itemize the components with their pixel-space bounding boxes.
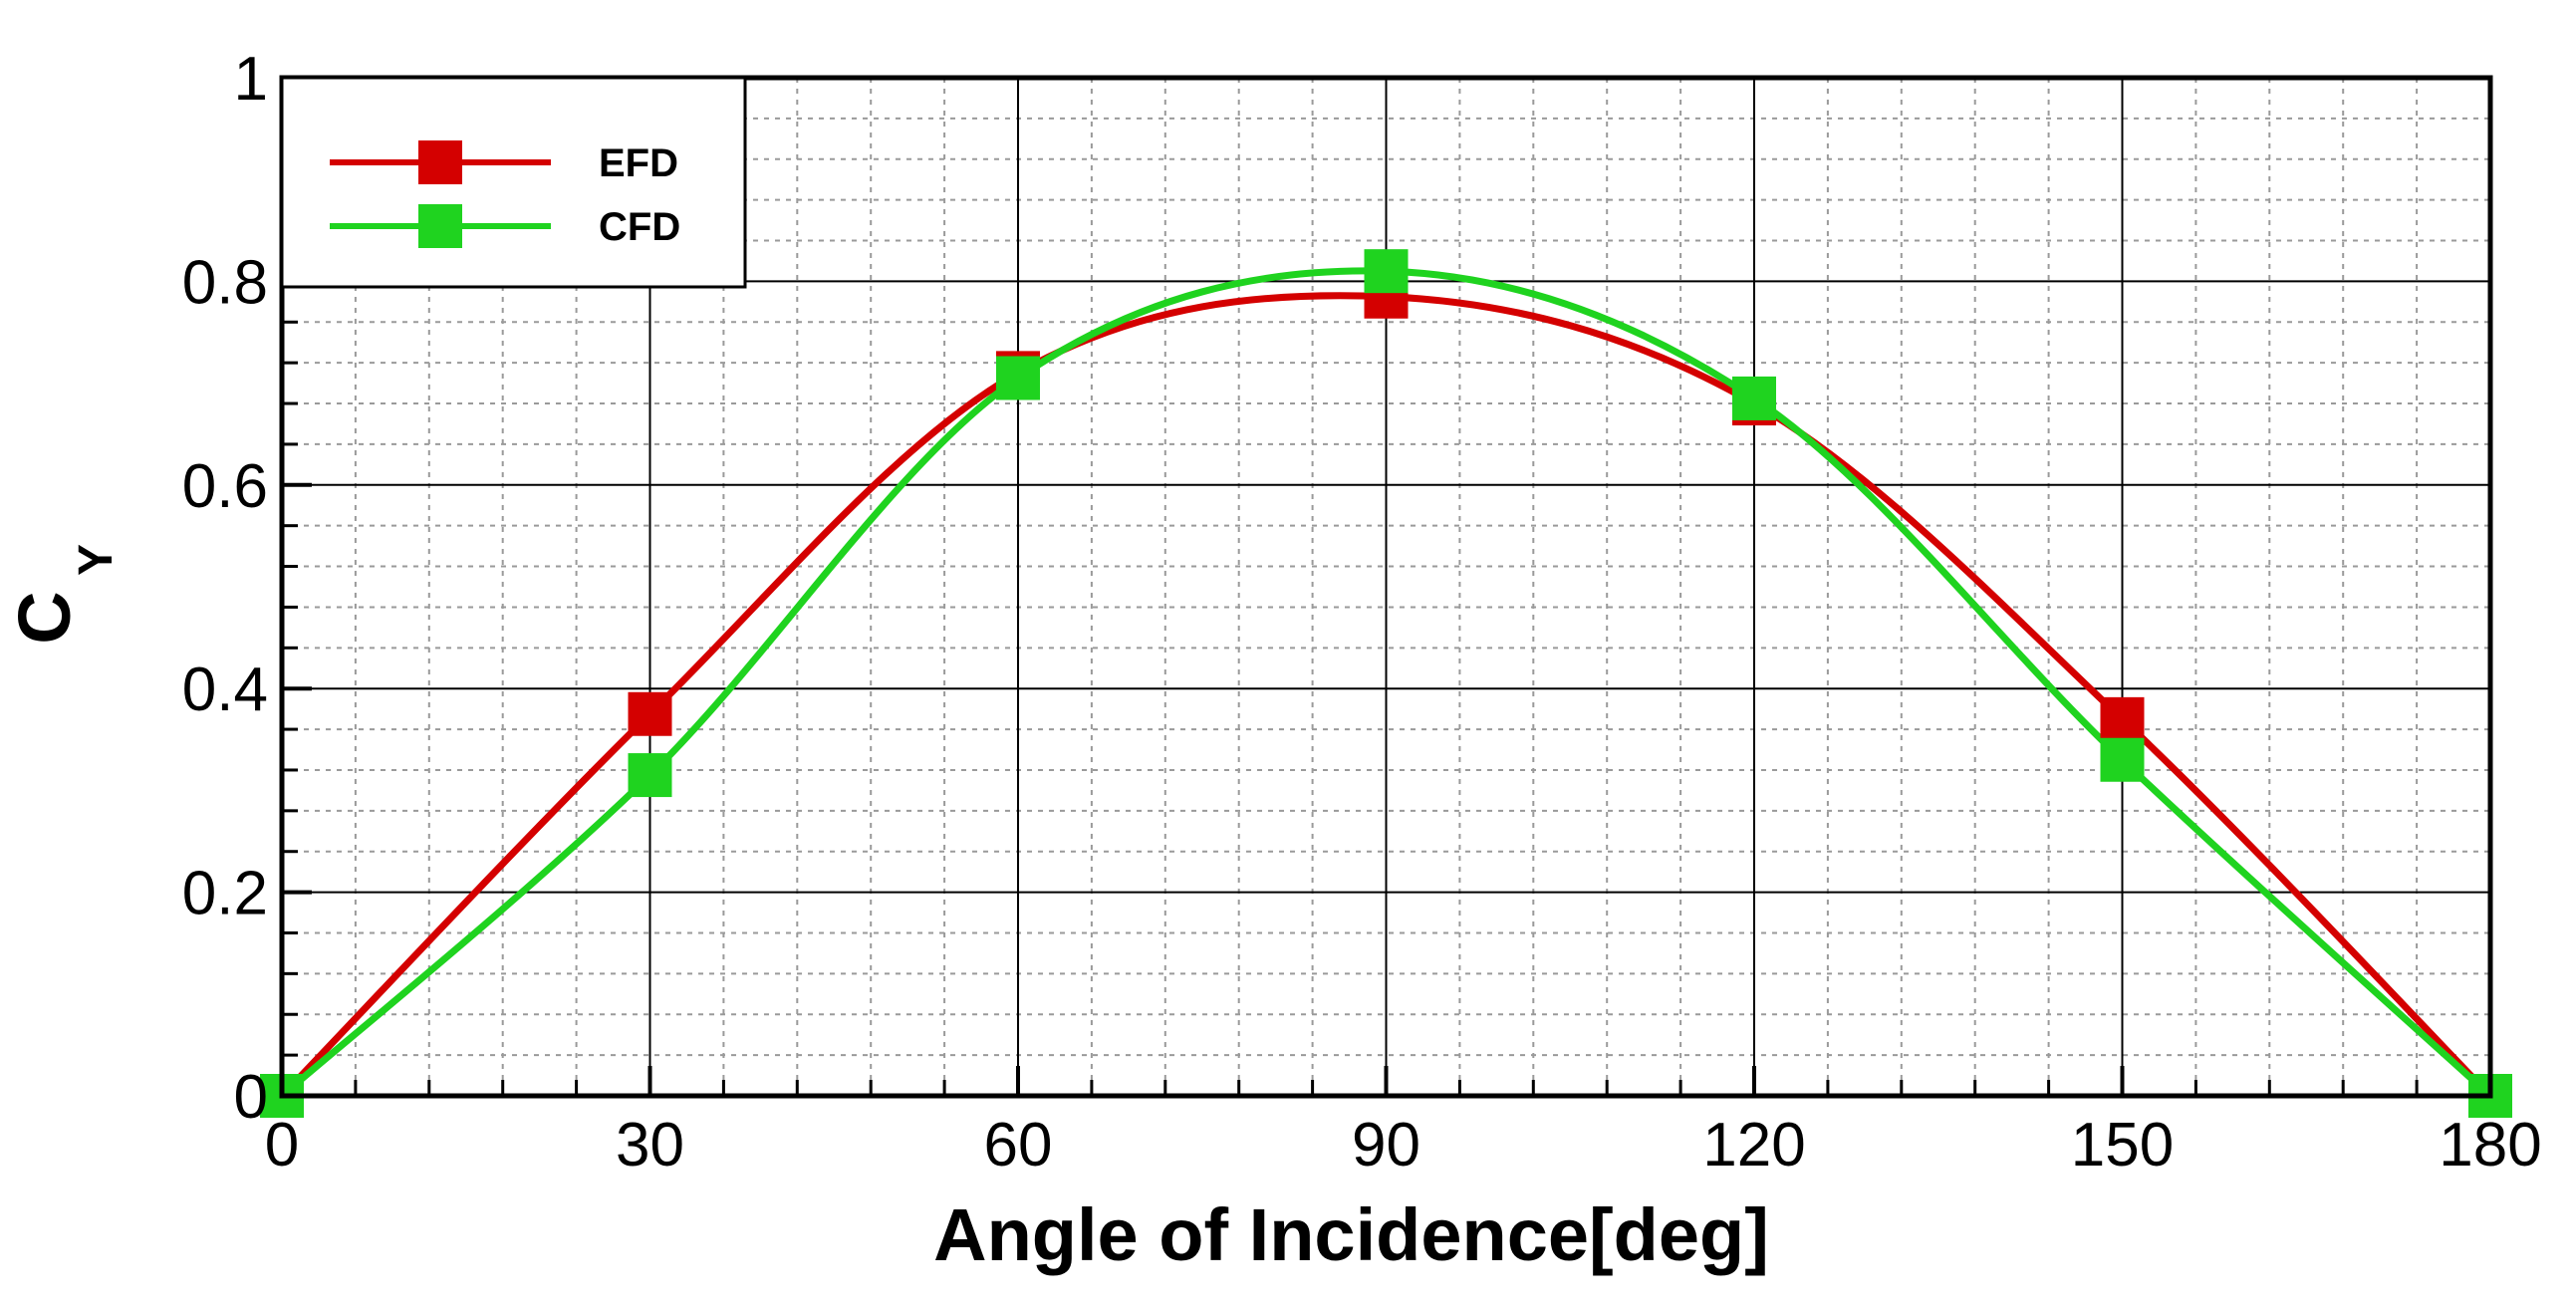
x-tick-label: 150: [2071, 1111, 2174, 1180]
data-point-cfd: [996, 356, 1040, 400]
x-tick-label: 90: [1352, 1111, 1420, 1180]
x-axis-title: Angle of Incidence[deg]: [933, 1193, 1769, 1276]
y-tick-label: 0.2: [182, 860, 268, 928]
data-point-cfd: [628, 753, 672, 798]
data-point-cfd: [1732, 376, 1776, 420]
y-axis-title-subscript: Y: [70, 544, 123, 576]
legend-label-cfd: CFD: [599, 205, 680, 249]
x-tick-label: 120: [1702, 1111, 1805, 1180]
data-point-cfd: [1364, 249, 1409, 294]
x-tick-label: 30: [616, 1111, 684, 1180]
data-point-cfd: [2100, 737, 2145, 782]
y-tick-label: 0.6: [182, 452, 268, 521]
y-tick-label: 0.4: [182, 656, 268, 724]
y-axis-title-main: C: [3, 591, 86, 644]
data-point-efd: [2100, 696, 2145, 741]
y-tick-labels: 0 0.2 0.4 0.6 0.8 1: [182, 45, 268, 1132]
data-point-efd: [628, 691, 672, 736]
x-tick-label: 180: [2439, 1111, 2541, 1180]
y-tick-label: 0: [234, 1063, 268, 1132]
x-tick-label: 60: [984, 1111, 1053, 1180]
legend-marker-efd: [418, 140, 462, 184]
y-tick-label: 1: [234, 45, 268, 114]
x-tick-labels: 0 30 60 90 120 150 180: [265, 1111, 2542, 1180]
legend-label-efd: EFD: [599, 141, 678, 185]
y-axis-title: C Y: [3, 544, 123, 645]
x-tick-label: 0: [265, 1111, 299, 1180]
legend-marker-cfd: [418, 204, 462, 248]
y-tick-label: 0.8: [182, 248, 268, 317]
minor-grid: [282, 78, 2490, 1096]
plot-frame: [279, 75, 2493, 1099]
legend-box: [280, 76, 747, 289]
series-layer: [260, 249, 2512, 1118]
legend: EFD CFD: [280, 76, 747, 289]
